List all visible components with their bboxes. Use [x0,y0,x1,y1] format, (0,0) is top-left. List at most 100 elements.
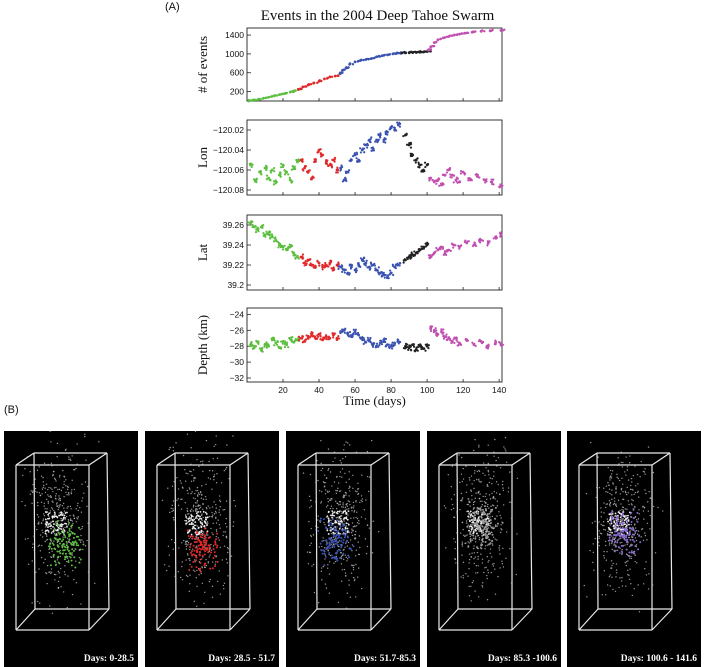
hypocenter-point [600,533,603,535]
period-event-point [325,539,328,542]
data-point [436,38,440,42]
data-point [359,257,363,260]
hypocenter-point [325,506,328,508]
hypocenter-point [498,511,500,513]
data-point [291,251,295,254]
hypocenter-point [644,468,646,470]
hypocenter-point [489,541,492,544]
hypocenter-point [611,498,613,501]
hypocenter-point [72,514,75,516]
hypocenter-point [187,541,190,544]
hypocenter-point [196,508,198,511]
hypocenter-point [478,478,480,480]
hypocenter-point [56,559,59,561]
hypocenter-point [322,481,325,483]
hypocenter-point [62,523,64,526]
hypocenter-point [482,495,484,498]
period-event-point [54,560,57,563]
hypocenter-point [338,518,340,520]
hypocenter-point [619,509,621,512]
hypocenter-point [504,448,506,450]
box-edge [15,608,36,631]
hypocenter-point [630,523,632,526]
hypocenter-point [60,520,62,522]
hypocenter-point [505,461,508,463]
hypocenter-point [466,484,468,486]
period-event-point [208,544,211,547]
3d-view-period-2: Days: 28.5 - 51.7 [145,431,279,667]
hypocenter-point [42,477,44,479]
period-event-point [620,550,623,553]
hypocenter-point [487,469,489,472]
hypocenter-point [620,461,622,464]
hypocenter-point [67,520,70,523]
hypocenter-point [185,519,188,522]
hypocenter-point [646,539,648,541]
hypocenter-point [185,548,188,550]
data-point [280,92,284,96]
hypocenter-point [63,475,65,478]
hypocenter-point [632,536,634,538]
hypocenter-point [31,560,33,562]
period-event-point [636,520,639,523]
data-point [501,184,504,187]
3d-box-4 [438,436,533,631]
data-point [337,74,340,78]
period-event-point [190,542,193,545]
hypocenter-point [352,576,355,579]
hypocenter-point [620,451,622,453]
hypocenter-point [50,568,53,570]
data-point [409,345,412,348]
period-event-point [216,532,219,535]
data-point [297,257,300,260]
period-event-point [58,550,61,553]
hypocenter-point [232,525,234,527]
data-point [290,168,293,171]
hypocenter-point [185,574,188,577]
period-event-point [479,508,482,511]
period-event-point [621,522,624,525]
box-edge [578,608,599,631]
hypocenter-point [56,534,58,537]
hypocenter-point [348,508,350,510]
data-point [390,124,393,128]
hypocenter-point [596,570,599,572]
hypocenter-point [343,568,346,571]
data-point [410,256,413,259]
data-point [392,273,395,277]
hypocenter-point [194,492,196,495]
data-point [452,174,456,177]
hypocenter-point [42,562,45,564]
period-event-point [610,539,613,542]
hypocenter-point [178,452,180,455]
period-event-point [51,542,54,545]
hypocenter-point [311,565,313,567]
data-point [305,334,308,337]
data-point [283,244,286,247]
data-point [250,341,253,344]
data-point [280,162,283,165]
hypocenter-point [193,476,196,479]
hypocenter-point [346,560,348,562]
period-event-point [339,549,342,552]
hypocenter-point [55,529,58,532]
hypocenter-point [494,568,496,570]
hypocenter-point [68,458,70,461]
hypocenter-point [604,540,607,543]
hypocenter-point [201,533,203,535]
hypocenter-point [181,565,183,568]
hypocenter-point [356,517,359,520]
period-event-point [489,510,492,513]
hypocenter-point [451,503,454,506]
3d-view-period-3: Days: 51.7-85.3 [286,431,420,667]
hypocenter-point [177,498,180,500]
hypocenter-point [468,562,470,564]
hypocenter-point [216,580,219,583]
box-edge [669,452,673,610]
hypocenter-point [611,470,614,472]
hypocenter-point [621,508,623,511]
data-point [363,262,366,265]
hypocenter-point [70,493,73,495]
hypocenter-point [308,520,310,523]
period-event-point [56,550,59,553]
